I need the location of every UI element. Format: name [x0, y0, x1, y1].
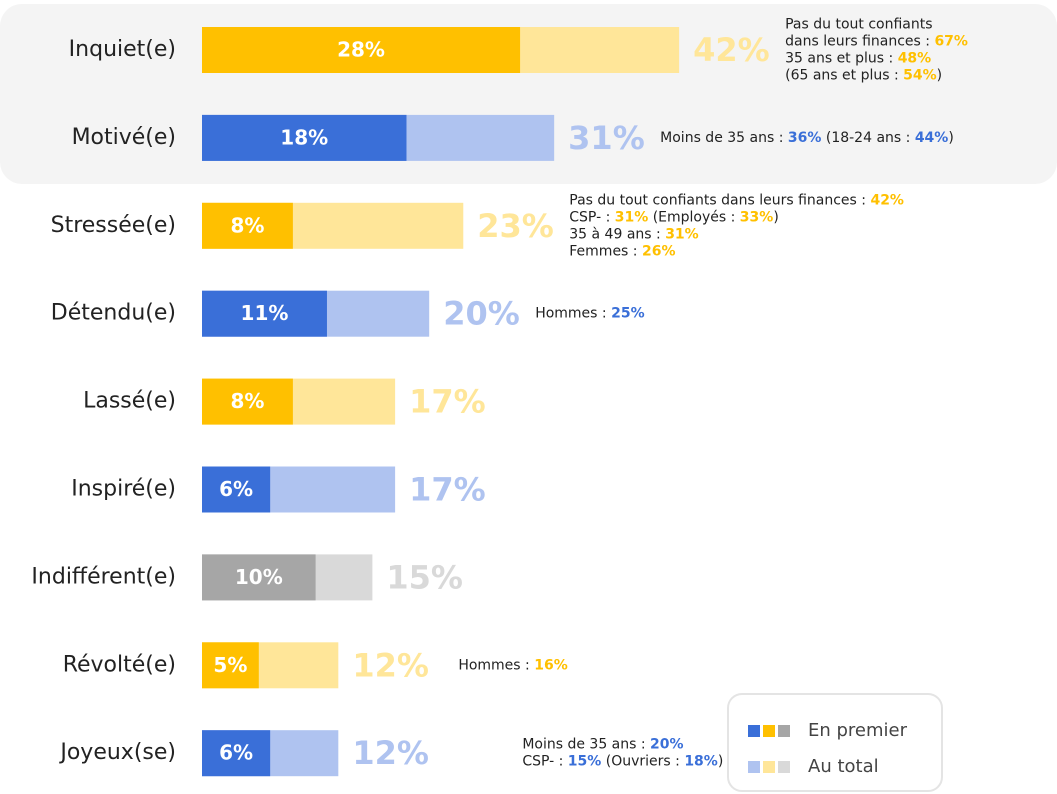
annotation-text: ) [937, 68, 942, 84]
value-label-total: 23% [477, 207, 554, 245]
annotation-text: Pas du tout confiants dans leurs finance… [569, 192, 870, 208]
bar-first [202, 290, 327, 337]
legend-label: Au total [808, 756, 879, 777]
annotation-text: 35 ans et plus : [785, 51, 898, 67]
annotation-text: 35 à 49 ans : [569, 226, 665, 242]
category-label: Inspiré(e) [71, 477, 176, 502]
annotation-text: ) [718, 754, 723, 770]
legend-label: En premier [808, 720, 908, 741]
value-label-first: 28% [337, 38, 385, 62]
value-label-total: 15% [386, 558, 463, 596]
bar-first [202, 730, 271, 777]
annotation-text: ) [773, 209, 778, 225]
value-label-first: 6% [219, 741, 253, 765]
value-label-first: 6% [219, 477, 253, 501]
annotation-text: Hommes : [535, 306, 611, 322]
value-label-total: 12% [352, 646, 429, 684]
annotation-text: CSP- : [522, 754, 567, 770]
annotation-value: 33% [740, 209, 774, 225]
bar-first [202, 114, 407, 161]
annotation-value: 31% [615, 209, 649, 225]
bar-first [202, 202, 293, 249]
category-label: Indifférent(e) [31, 564, 176, 589]
annotation-value: 31% [665, 226, 699, 242]
annotation-value: 18% [684, 754, 718, 770]
annotation-line: 35 ans et plus : 48% [785, 51, 931, 67]
annotation-text: Moins de 35 ans : [522, 737, 650, 753]
category-label: Inquiet(e) [69, 37, 176, 62]
bar-first [202, 554, 316, 601]
value-label-first: 8% [230, 389, 264, 413]
value-label-first: 5% [213, 653, 247, 677]
legend-swatch [778, 761, 790, 773]
annotation-text: dans leurs finances : [785, 34, 934, 50]
annotation-value: 54% [903, 68, 937, 84]
annotation-value: 15% [568, 754, 602, 770]
category-label: Lassé(e) [83, 389, 176, 414]
value-label-total: 17% [409, 471, 486, 509]
annotation-line: (65 ans et plus : 54%) [785, 68, 942, 84]
annotation-line: CSP- : 15% (Ouvriers : 18%) [522, 754, 723, 770]
value-label-total: 31% [568, 119, 645, 157]
annotation-line: Pas du tout confiants [785, 17, 932, 33]
value-label-first: 18% [280, 125, 328, 149]
annotation-text: (Ouvriers : [601, 754, 684, 770]
legend-swatch [763, 725, 775, 737]
bar-first [202, 466, 271, 513]
bar-first [202, 378, 293, 425]
annotation-line: 35 à 49 ans : 31% [569, 226, 698, 242]
legend-swatch [748, 725, 760, 737]
annotation-text: ) [948, 130, 953, 146]
annotation-text: Hommes : [458, 657, 534, 673]
annotation-value: 67% [934, 34, 968, 50]
category-label: Révolté(e) [63, 652, 176, 677]
bar-first [202, 642, 259, 689]
annotation-line: Hommes : 25% [535, 306, 644, 322]
annotation-text: Femmes : [569, 243, 642, 259]
value-label-total: 12% [352, 734, 429, 772]
annotation-line: Moins de 35 ans : 20% [522, 737, 683, 753]
value-label-total: 17% [409, 383, 486, 421]
category-label: Joyeux(se) [58, 740, 176, 765]
legend-swatch [748, 761, 760, 773]
annotation-text: CSP- : [569, 209, 614, 225]
annotation-line: dans leurs finances : 67% [785, 34, 968, 50]
annotation-text: (65 ans et plus : [785, 68, 903, 84]
annotation-value: 42% [870, 192, 904, 208]
annotation-line: Hommes : 16% [458, 657, 567, 673]
annotation-text: Pas du tout confiants [785, 17, 932, 33]
category-label: Stressée(e) [51, 213, 176, 238]
annotation-text: (18-24 ans : [821, 130, 914, 146]
annotation-text: (Employés : [648, 209, 740, 225]
legend-swatch [778, 725, 790, 737]
legend-swatch [763, 761, 775, 773]
annotation-line: Femmes : 26% [569, 243, 675, 259]
value-label-total: 42% [693, 31, 770, 69]
annotation-text: Moins de 35 ans : [660, 130, 788, 146]
annotation-value: 44% [915, 130, 949, 146]
value-label-first: 8% [230, 213, 264, 237]
value-label-first: 11% [241, 301, 289, 325]
category-label: Motivé(e) [72, 125, 176, 150]
value-label-total: 20% [443, 295, 520, 333]
bar-first [202, 27, 521, 73]
annotation-value: 36% [788, 130, 822, 146]
annotation-value: 20% [650, 737, 684, 753]
annotation-value: 26% [642, 243, 676, 259]
category-label: Détendu(e) [51, 301, 176, 326]
annotation-line: Moins de 35 ans : 36% (18-24 ans : 44%) [660, 130, 954, 146]
value-label-first: 10% [235, 565, 283, 589]
annotation-value: 25% [611, 306, 645, 322]
annotation-value: 16% [534, 657, 568, 673]
annotation-line: Pas du tout confiants dans leurs finance… [569, 192, 904, 208]
annotation-line: CSP- : 31% (Employés : 33%) [569, 209, 779, 225]
annotation-value: 48% [898, 51, 932, 67]
